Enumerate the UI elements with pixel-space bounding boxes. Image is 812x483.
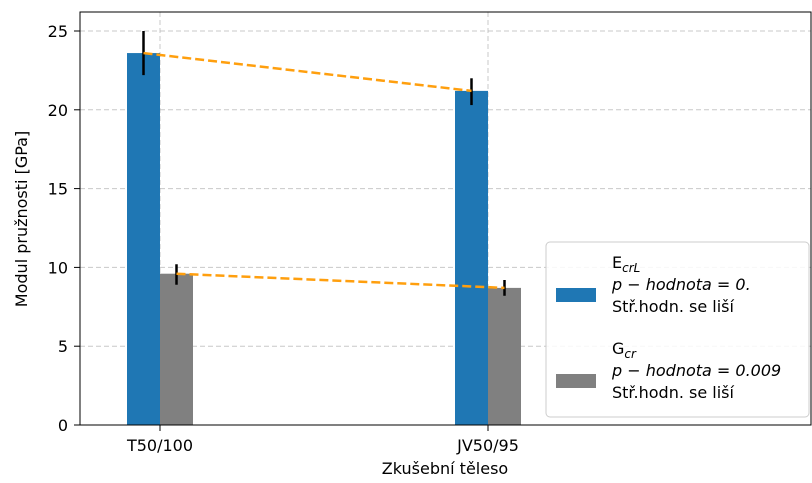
legend-note-g: Stř.hodn. se liší (612, 383, 735, 402)
y-axis-label: Modul pružnosti [GPa] (12, 131, 31, 307)
y-ticks: 0 5 10 15 20 25 (48, 22, 80, 435)
y-tick-label: 15 (48, 180, 68, 199)
trend-lines (143, 51, 505, 290)
x-ticks: T50/100 JV50/95 (126, 425, 519, 455)
error-bars (142, 31, 506, 296)
trend-line-g (176, 272, 505, 290)
bars (127, 53, 521, 426)
x-axis-label: Zkušební těleso (382, 459, 508, 478)
y-tick-label: 20 (48, 101, 68, 120)
y-tick-label: 25 (48, 22, 68, 41)
plot-frame (79, 11, 812, 426)
bar-g (488, 287, 521, 425)
y-tick-label: 5 (58, 337, 68, 356)
legend-label-e: EcrL (612, 253, 640, 275)
legend-note-e: Stř.hodn. se liší (612, 297, 735, 316)
bar-g (160, 273, 193, 425)
bar-e (455, 90, 488, 425)
legend-pvalue-e: p − hodnota = 0. (611, 275, 751, 294)
legend-label-g: Gcr (612, 339, 637, 361)
x-tick-label: T50/100 (126, 436, 193, 455)
bar-e (127, 53, 160, 426)
trend-line-e (143, 51, 472, 93)
y-tick-label: 10 (48, 258, 68, 277)
legend-pvalue-g: p − hodnota = 0.009 (611, 361, 781, 380)
legend-box (545, 241, 810, 418)
y-tick-label: 0 (58, 416, 68, 435)
x-tick-label: JV50/95 (456, 436, 519, 455)
legend-swatch-g (556, 374, 596, 388)
legend-swatch-e (556, 288, 596, 302)
